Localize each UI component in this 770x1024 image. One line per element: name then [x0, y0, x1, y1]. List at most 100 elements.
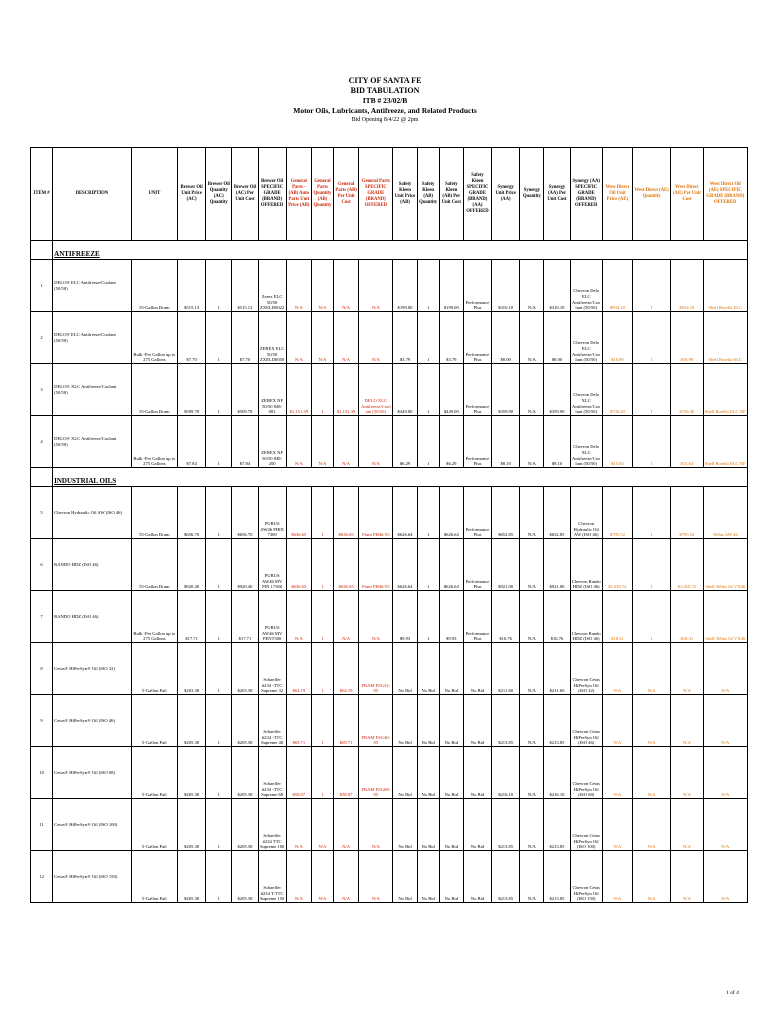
sk-brand: No Bid — [462, 642, 493, 695]
header-sk-qty: Safety Kleen (AB) Quantity — [416, 147, 440, 241]
wd-brand: Tellus AW 46 — [702, 486, 748, 539]
brewer-cost: $205.38 — [231, 798, 259, 851]
wd-quantity: N/A — [632, 746, 672, 799]
syn-quantity: N/A — [519, 642, 545, 695]
wd-brand: Shell Rotella ELC — [702, 311, 748, 364]
item-unit: 5-Gallon Pail — [130, 642, 179, 695]
gp-brand: DELO XLC Antifreeze/Coolant (50/50) — [358, 363, 394, 416]
item-number: 1 — [29, 259, 54, 312]
gp-unit-price: N/A — [285, 259, 312, 312]
sk-brand: Performance Plus — [462, 259, 493, 312]
sk-unit-price: No Bid — [392, 746, 418, 799]
brewer-cost: $17.71 — [231, 590, 259, 643]
brewer-cost: $509.78 — [231, 363, 259, 416]
syn-brand: Chevron Cetus HiPerSyn Oil (ISO 100) — [569, 798, 603, 851]
brewer-unit-price: $515.13 — [176, 259, 207, 312]
gp-brand: N/A — [358, 311, 394, 364]
item-number: 11 — [29, 798, 54, 851]
wd-quantity: 1 — [632, 415, 672, 468]
wd-brand: Shell Rotella ELC NF — [702, 415, 748, 468]
wd-quantity: N/A — [632, 642, 672, 695]
wd-cost: $1,010.72 — [670, 538, 704, 591]
gp-cost: N/A — [333, 415, 360, 468]
item-description: DELO® ELC Antifreeze/Coolant (50/50) — [52, 311, 132, 364]
gp-unit-price: N/A — [285, 590, 312, 643]
sk-cost: $3.79 — [438, 311, 464, 364]
syn-quantity: N/A — [519, 538, 545, 591]
header-gp-qty: General Parts Quantity (AB) Quantity — [310, 147, 335, 241]
gp-quantity: 1 — [310, 590, 335, 643]
brewer-quantity: 1 — [205, 486, 233, 539]
brewer-brand: Schaeffer #234 -TTC Supreme 46 — [257, 694, 287, 747]
syn-brand: Chevron Delo ELC Antifreeze/Coolant (50/… — [569, 259, 603, 312]
table-row: 1 DELO® ELC Antifreeze/Coolant (50/50) 55-… — [29, 259, 748, 312]
sk-cost: No Bid — [438, 694, 464, 747]
syn-cost: $652.85 — [543, 486, 571, 539]
syn-cost: $216.10 — [543, 746, 571, 799]
wd-unit-price: $15.64 — [601, 415, 634, 468]
brewer-quantity: 1 — [205, 415, 233, 468]
syn-cost: $359.90 — [543, 363, 571, 416]
brewer-brand: PURUS AW46 PHIX 7369 — [257, 486, 287, 539]
sk-unit-price: $449.00 — [392, 363, 418, 416]
syn-quantity: N/A — [519, 798, 545, 851]
table-row: 6 RANDO HDZ (ISO 46) 55-Gallon Drum $920.40… — [29, 538, 748, 591]
gp-quantity: N/A — [310, 311, 335, 364]
brewer-cost: $515.13 — [231, 259, 259, 312]
gp-quantity: 1 — [310, 746, 335, 799]
item-number: 6 — [29, 538, 54, 591]
sk-quantity: 1 — [416, 415, 440, 468]
header-brewer-brand: Brewer Oil SPECIFIC GRADE (BRAND) OFFERE… — [257, 147, 287, 241]
gp-unit-price: $1,151.39 — [285, 363, 312, 416]
brewer-cost: $205.38 — [231, 850, 259, 903]
item-unit: Bulk -Per Gallon up to 275 Gallons — [130, 415, 179, 468]
brewer-unit-price: $509.78 — [176, 363, 207, 416]
sk-cost: $6.29 — [438, 415, 464, 468]
header-gp-brand: General Parts SPECIFIC GRADE (BRAND) OFF… — [358, 147, 394, 241]
syn-cost: $8.00 — [543, 311, 571, 364]
brewer-brand: PURUS AW46 MV PIN 17300 — [257, 538, 287, 591]
gp-cost: N/A — [333, 590, 360, 643]
syn-quantity: N/A — [519, 746, 545, 799]
gp-unit-price: $64.19 — [285, 642, 312, 695]
gp-cost: N/A — [333, 259, 360, 312]
brewer-brand: Schaeffer #234 -TTC Supreme 68 — [257, 746, 287, 799]
sk-unit-price: $3.79 — [392, 311, 418, 364]
syn-brand: Chevron Delo XLC Antifreeze/Coolant (50/… — [569, 363, 603, 416]
bid-table: ITEM # DESCRIPTION UNIT Brewer Oil Unit … — [29, 147, 748, 903]
brewer-brand: ZEREX NF 50/50 848-200 — [257, 415, 287, 468]
section-antifreeze: ANTIFREEZE — [29, 240, 748, 260]
table-header-row: ITEM # DESCRIPTION UNIT Brewer Oil Unit … — [29, 147, 748, 241]
brewer-unit-price: $7.84 — [176, 415, 207, 468]
syn-cost: $211.60 — [543, 642, 571, 695]
gp-brand: Fram PH46-55 — [358, 538, 394, 591]
brewer-quantity: 1 — [205, 311, 233, 364]
sk-cost: No Bid — [438, 798, 464, 851]
header-wd-cost: West Direct (AE) Per Unit Cost — [670, 147, 704, 241]
sk-cost: $449.00 — [438, 363, 464, 416]
brewer-brand: Zerex ELC 50/50 ZXELD0022 — [257, 259, 287, 312]
syn-quantity: N/A — [519, 363, 545, 416]
wd-brand: N/A — [702, 850, 748, 903]
item-number: 5 — [29, 486, 54, 539]
syn-cost: $16.76 — [543, 590, 571, 643]
wd-brand: N/A — [702, 746, 748, 799]
syn-quantity: N/A — [519, 590, 545, 643]
wd-unit-price: $795.52 — [601, 486, 634, 539]
sk-brand: Performance Plus — [462, 486, 493, 539]
doc-title-bid-tabulation: BID TABULATION — [350, 86, 420, 95]
wd-brand: Shell Rotella ELC — [702, 259, 748, 312]
brewer-brand: PURUS AW46 MV PENT300 — [257, 590, 287, 643]
gp-brand: FRAM FSG46-05 — [358, 694, 394, 747]
syn-brand: Chevron Delo XLC Antifreeze/Coolant (50/… — [569, 415, 603, 468]
wd-quantity: 1 — [632, 259, 672, 312]
brewer-unit-price: $205.38 — [176, 798, 207, 851]
item-unit: 5-Gallon Pail — [130, 694, 179, 747]
wd-cost: $934.18 — [670, 259, 704, 312]
header-brewer-cost: Brewer Oil (AC) Per Unit Cost — [231, 147, 259, 241]
sk-quantity: No Bid — [416, 642, 440, 695]
section-label-antifreeze: ANTIFREEZE — [52, 240, 748, 260]
gp-brand: N/A — [358, 798, 394, 851]
item-description: RANDO HDZ (ISO 46) — [52, 538, 132, 591]
syn-brand: Chevron Cetus HiPerSyn Oil (ISO 46) — [569, 694, 603, 747]
